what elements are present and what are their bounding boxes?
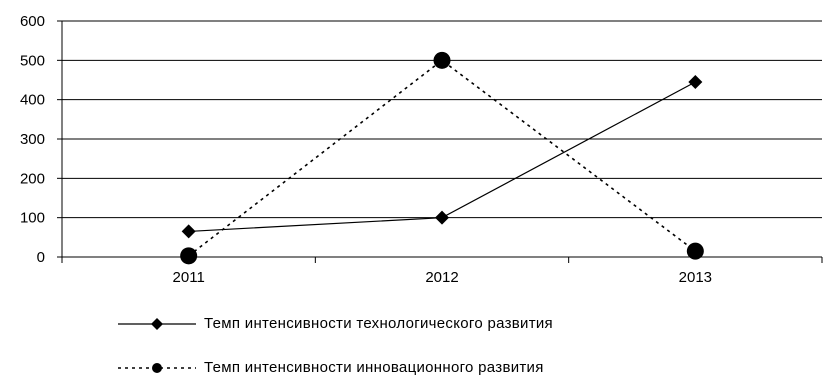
y-tick-label-0: 0 [37,249,45,266]
legend-label-technological: Темп интенсивности технологического разв… [204,315,553,332]
y-tick-label-400: 400 [20,92,45,109]
line-chart: 0 100 200 300 400 500 600 2011 2012 2013 [20,13,823,286]
legend-marker-innovation [118,363,196,373]
series-1-point-2011 [180,247,198,265]
legend-marker-technological [118,318,196,330]
series-line-1 [188,59,696,257]
series-line-0 [188,81,696,233]
series-1-point-2012 [433,51,451,69]
y-tick-label-200: 200 [20,170,45,187]
x-tick-label-2012: 2012 [425,269,458,286]
x-tick-label-2011: 2011 [173,269,205,286]
series-layer [180,51,704,265]
y-tick-label-100: 100 [20,210,45,227]
legend-entry-technological: Темп интенсивности технологического разв… [112,314,812,334]
y-tick-label-600: 600 [20,13,45,30]
legend-entry-innovation: Темп интенсивности инновационного развит… [112,358,812,378]
series-0-point-2013 [688,74,703,89]
series-0-point-2011 [181,224,196,239]
y-axis-tick-labels: 0 100 200 300 400 500 600 [20,13,45,266]
legend-label-innovation: Темп интенсивности инновационного развит… [204,359,544,376]
x-axis-tick-labels: 2011 2012 2013 [173,269,712,286]
gridlines [62,20,822,219]
x-tick-label-2013: 2013 [679,269,712,286]
y-tick-label-300: 300 [20,131,45,148]
y-tick-label-500: 500 [20,52,45,69]
series-1-point-2013 [686,242,704,260]
series-0-point-2012 [435,210,449,225]
